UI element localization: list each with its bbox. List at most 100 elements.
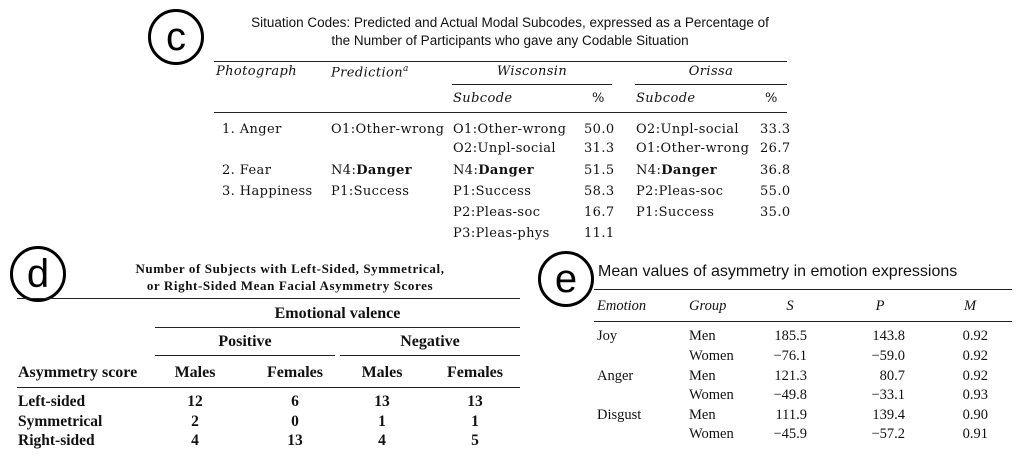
panel-e-group: Women (689, 426, 734, 442)
panel-e-col-s: S (786, 298, 794, 314)
panel-d-nm: 1 (378, 413, 386, 430)
panel-c-w-pct: 51.5 (584, 163, 615, 178)
panel-e-group: Women (689, 387, 734, 403)
panel-e-m: 0.92 (962, 328, 988, 344)
panel-c-o-code: N4:Danger (636, 163, 717, 178)
panel-e-s: 185.5 (774, 328, 807, 344)
panel-e-m: 0.91 (962, 426, 988, 442)
panel-e-group: Men (689, 328, 716, 344)
panel-c-col-prediction-text: Prediction (331, 65, 403, 81)
panel-e-emotion: Joy (597, 328, 618, 344)
panel-d-pf: 13 (287, 432, 303, 449)
panel-d-col-pos-females: Females (267, 364, 323, 381)
panel-c-w-code: P3:Pleas-phys (453, 226, 550, 241)
panel-c-pred: N4:Danger (331, 163, 412, 178)
panel-c-o-code: O1:Other-wrong (636, 141, 750, 156)
panel-d-pm: 12 (187, 393, 203, 410)
panel-e-col-group: Group (689, 298, 727, 314)
panel-e-p: 143.8 (872, 328, 905, 344)
panel-c-title: Situation Codes: Predicted and Actual Mo… (210, 14, 810, 50)
panel-c-sub-subcode-o: Subcode (636, 91, 696, 106)
panel-d-col-neg-females: Females (447, 364, 503, 381)
panel-e-col-emotion: Emotion (597, 298, 647, 314)
panel-c-photo: 3. Happiness (222, 184, 313, 199)
panel-c-sub-pct-w: % (592, 91, 605, 106)
panel-d-title-line1: Number of Subjects with Left-Sided, Symm… (135, 261, 445, 276)
panel-d-nm: 4 (378, 432, 386, 449)
panel-c-title-line1: Situation Codes: Predicted and Actual Mo… (251, 15, 769, 30)
panel-c-w-pct: 16.7 (584, 205, 615, 220)
panel-c-w-code: O2:Unpl-social (453, 141, 556, 156)
panel-c-sub-subcode-w: Subcode (453, 91, 513, 106)
panel-c-col-prediction: Predictiona (331, 64, 409, 80)
panel-c-col-photograph: Photograph (216, 64, 297, 79)
panel-d-negative: Negative (400, 333, 460, 350)
panel-c-sub-pct-o: % (765, 91, 778, 106)
panel-c-photo: 2. Fear (222, 163, 272, 178)
panel-e-label: e (538, 251, 594, 307)
panel-d-nm: 13 (374, 393, 390, 410)
panel-e-p: −33.1 (871, 387, 905, 403)
panel-c-o-code: O2:Unpl-social (636, 122, 739, 137)
panel-c-label: c (148, 9, 204, 65)
panel-c-photo: 1. Anger (222, 122, 282, 137)
panel-d-pm: 2 (191, 413, 199, 430)
panel-e-s: −49.8 (773, 387, 807, 403)
panel-e-emotion: Anger (597, 368, 634, 384)
panel-c-w-code: P2:Pleas-soc (453, 205, 541, 220)
panel-e-p: −57.2 (871, 426, 905, 442)
panel-c-w-code: P1:Success (453, 184, 532, 199)
panel-e-s: −76.1 (773, 348, 807, 364)
panel-e-s: 121.3 (774, 368, 807, 384)
panel-e-s: 111.9 (775, 407, 807, 423)
panel-c-pred: P1:Success (331, 184, 410, 199)
panel-c-o-pct: 36.8 (760, 163, 791, 178)
panel-d-title-line2: or Right-Sided Mean Facial Asymmetry Sco… (146, 278, 434, 293)
panel-c-w-pct: 58.3 (584, 184, 615, 199)
panel-e-emotion: Disgust (597, 407, 642, 423)
panel-c-o-pct: 26.7 (760, 141, 791, 156)
panel-e-col-p: P (875, 298, 885, 314)
panel-e-s: −45.9 (773, 426, 807, 442)
panel-e-m: 0.90 (962, 407, 988, 423)
panel-e-p: 139.4 (872, 407, 905, 423)
panel-d-row-label: Right-sided (18, 432, 95, 449)
panel-d-title: Number of Subjects with Left-Sided, Symm… (60, 260, 520, 294)
panel-e-p: 80.7 (879, 368, 905, 384)
panel-d-nf: 1 (471, 413, 479, 430)
panel-d-col-pos-males: Males (174, 364, 216, 381)
panel-d-row-label: Left-sided (18, 393, 86, 410)
panel-c-w-pct: 11.1 (584, 226, 615, 241)
panel-d-nf: 5 (471, 432, 479, 449)
panel-c-w-pct: 31.3 (584, 141, 615, 156)
panel-c-o-code: P2:Pleas-soc (636, 184, 724, 199)
panel-d-nf: 13 (467, 393, 483, 410)
panel-c-o-pct: 33.3 (760, 122, 791, 137)
panel-c-w-code: N4:Danger (453, 163, 534, 178)
panel-d-pm: 4 (191, 432, 199, 449)
panel-c-title-line2: the Number of Participants who gave any … (331, 33, 689, 48)
panel-c-w-code: O1:Other-wrong (453, 122, 567, 137)
panel-c-group-wisconsin: Wisconsin (496, 64, 568, 79)
panel-c-o-code: P1:Success (636, 205, 715, 220)
panel-d-col-score: Asymmetry score (18, 364, 138, 381)
panel-e-group: Men (689, 407, 716, 423)
panel-c-pred: O1:Other-wrong (331, 122, 445, 137)
panel-d-group-header: Emotional valence (274, 305, 401, 322)
panel-e-group: Women (689, 348, 734, 364)
panel-e-title: Mean values of asymmetry in emotion expr… (598, 263, 958, 280)
panel-e-m: 0.92 (962, 348, 988, 364)
panel-c-o-pct: 35.0 (760, 205, 791, 220)
panel-e-col-m: M (963, 298, 977, 314)
panel-c-group-orissa: Orissa (688, 64, 734, 79)
panel-d-pf: 6 (291, 393, 299, 410)
panel-e-m: 0.93 (962, 387, 988, 403)
panel-e-group: Men (689, 368, 716, 384)
panel-e-p: −59.0 (871, 348, 905, 364)
panel-d-pf: 0 (291, 413, 299, 430)
panel-d-col-neg-males: Males (361, 364, 403, 381)
panel-c-o-pct: 55.0 (760, 184, 791, 199)
panel-d-label: d (10, 246, 66, 302)
panel-c-col-prediction-sup: a (403, 64, 409, 74)
panel-c-w-pct: 50.0 (584, 122, 615, 137)
